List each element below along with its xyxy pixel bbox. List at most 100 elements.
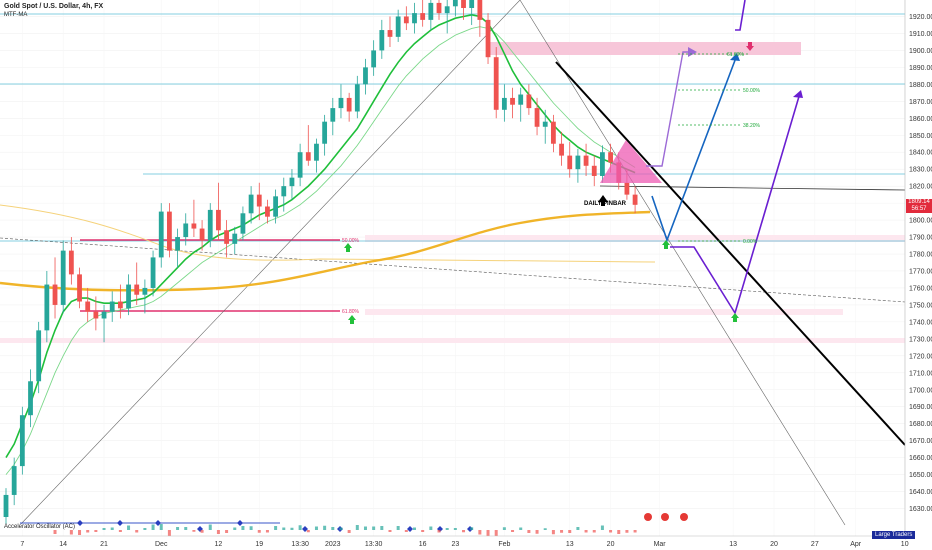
projection-purple[interactable] [670,92,801,315]
black-downtrend[interactable] [555,61,906,446]
oscillator-bar [592,530,596,533]
oscillator-bar [69,530,73,535]
oscillator-bar [413,527,416,530]
oscillator-bar [600,525,604,530]
projection-top [735,0,746,31]
oscillator-bar [396,526,400,530]
candle-body [510,97,515,105]
candle-body [207,209,213,241]
candle-body [175,237,180,251]
oscillator-bar [543,528,547,530]
oscillator-bar [470,527,474,530]
oscillator-marker-icon [155,520,161,526]
ma-slow-line [5,26,636,475]
y-tick-label: 1730.00 [909,336,932,343]
y-tick-label: 1850.00 [909,133,932,140]
candle-body [632,194,638,205]
patterns [598,140,662,206]
oscillator-bar [535,530,539,534]
projection-purple-arrowhead [793,90,803,98]
candle-body [493,57,499,110]
x-tick-label: 16 [419,541,427,548]
candle-body [436,2,442,14]
y-tick-label: 1680.00 [909,421,932,428]
candle-body [608,152,613,163]
oscillator-bar [208,524,212,530]
y-tick-label: 1700.00 [909,387,932,394]
event-flag-icon[interactable] [661,513,669,521]
candles [3,0,638,526]
dashed-trendline [0,237,906,303]
oscillator-bar [135,530,139,533]
candle-body [452,0,458,7]
oscillator-bar [625,530,629,533]
candle-body [11,466,17,495]
oscillator-bar [298,525,302,530]
candle-body [305,152,311,161]
candle-body [216,209,221,231]
candle-body [477,0,483,20]
projection-violet[interactable] [646,51,695,167]
oscillator-bar [323,525,327,530]
oscillator-bar [184,527,188,530]
candle-body [403,16,409,24]
candle-body [575,155,581,170]
candle-body [191,223,197,229]
candle-body [256,194,262,207]
y-axis-ticks: 1630.00 1640.00 1650.00 1660.00 1670.00 1680.… [909,14,932,513]
x-tick-label: 10 [901,541,909,548]
symbol-title: Gold Spot / U.S. Dollar, 4h, FX [4,3,104,10]
oscillator-bar [192,530,196,532]
candle-body [248,194,254,214]
y-tick-label: 1760.00 [909,285,932,292]
oscillator-bar [551,530,555,535]
large-traders-badge[interactable]: Large Traders [872,531,916,539]
candle-body [60,250,66,305]
candle-body [3,494,9,517]
x-tick-label: 13 [729,541,737,548]
y-tick-label: 1690.00 [909,404,932,411]
oscillator-label: Accelerator Oscillator (AC) [4,524,76,530]
oscillator-bar [437,530,441,533]
current-price: 1809.14 [908,199,930,205]
candle-body [469,0,475,9]
candle-body [44,284,50,331]
price-axis-background [905,0,932,550]
oscillator-bar [282,527,286,530]
y-tick-label: 1900.00 [909,48,932,55]
support-zone-1731 [0,338,905,343]
oscillator-bar [127,525,131,530]
candle-body [338,97,344,109]
candle-body [109,301,115,312]
event-flag-icon[interactable] [680,513,688,521]
candle-body [501,97,507,110]
oscillator-bar [372,526,376,530]
x-tick-label: Feb [498,541,510,548]
fib-50-right-label: 50.00% [743,88,761,94]
y-tick-label: 1840.00 [909,150,932,157]
fib-618-mid-label: 61.80% [342,309,360,315]
projection-blue[interactable] [651,54,738,243]
oscillator-pane [4,520,637,536]
triangle-pattern[interactable] [600,140,662,183]
oscillator-marker-icon [77,520,83,526]
y-tick-label: 1720.00 [909,353,932,360]
y-tick-label: 1630.00 [909,506,932,513]
oscillator-bar [78,530,82,535]
x-tick-label: 19 [255,541,263,548]
y-tick-label: 1740.00 [909,319,932,326]
oscillator-bar [241,526,245,530]
event-flag-icon[interactable] [644,513,652,521]
y-tick-label: 1780.00 [909,252,932,259]
pinbar-arrow [598,195,608,206]
trend-lines [0,0,906,526]
fib-0-right-label: 0.00% [743,239,758,245]
oscillator-bar [143,528,147,530]
green-arrow-up-icon [731,313,739,322]
oscillator-bar [486,530,490,536]
daily-pinbar-label: DAILY PINBAR [584,201,627,207]
y-tick-label: 1670.00 [909,438,932,445]
